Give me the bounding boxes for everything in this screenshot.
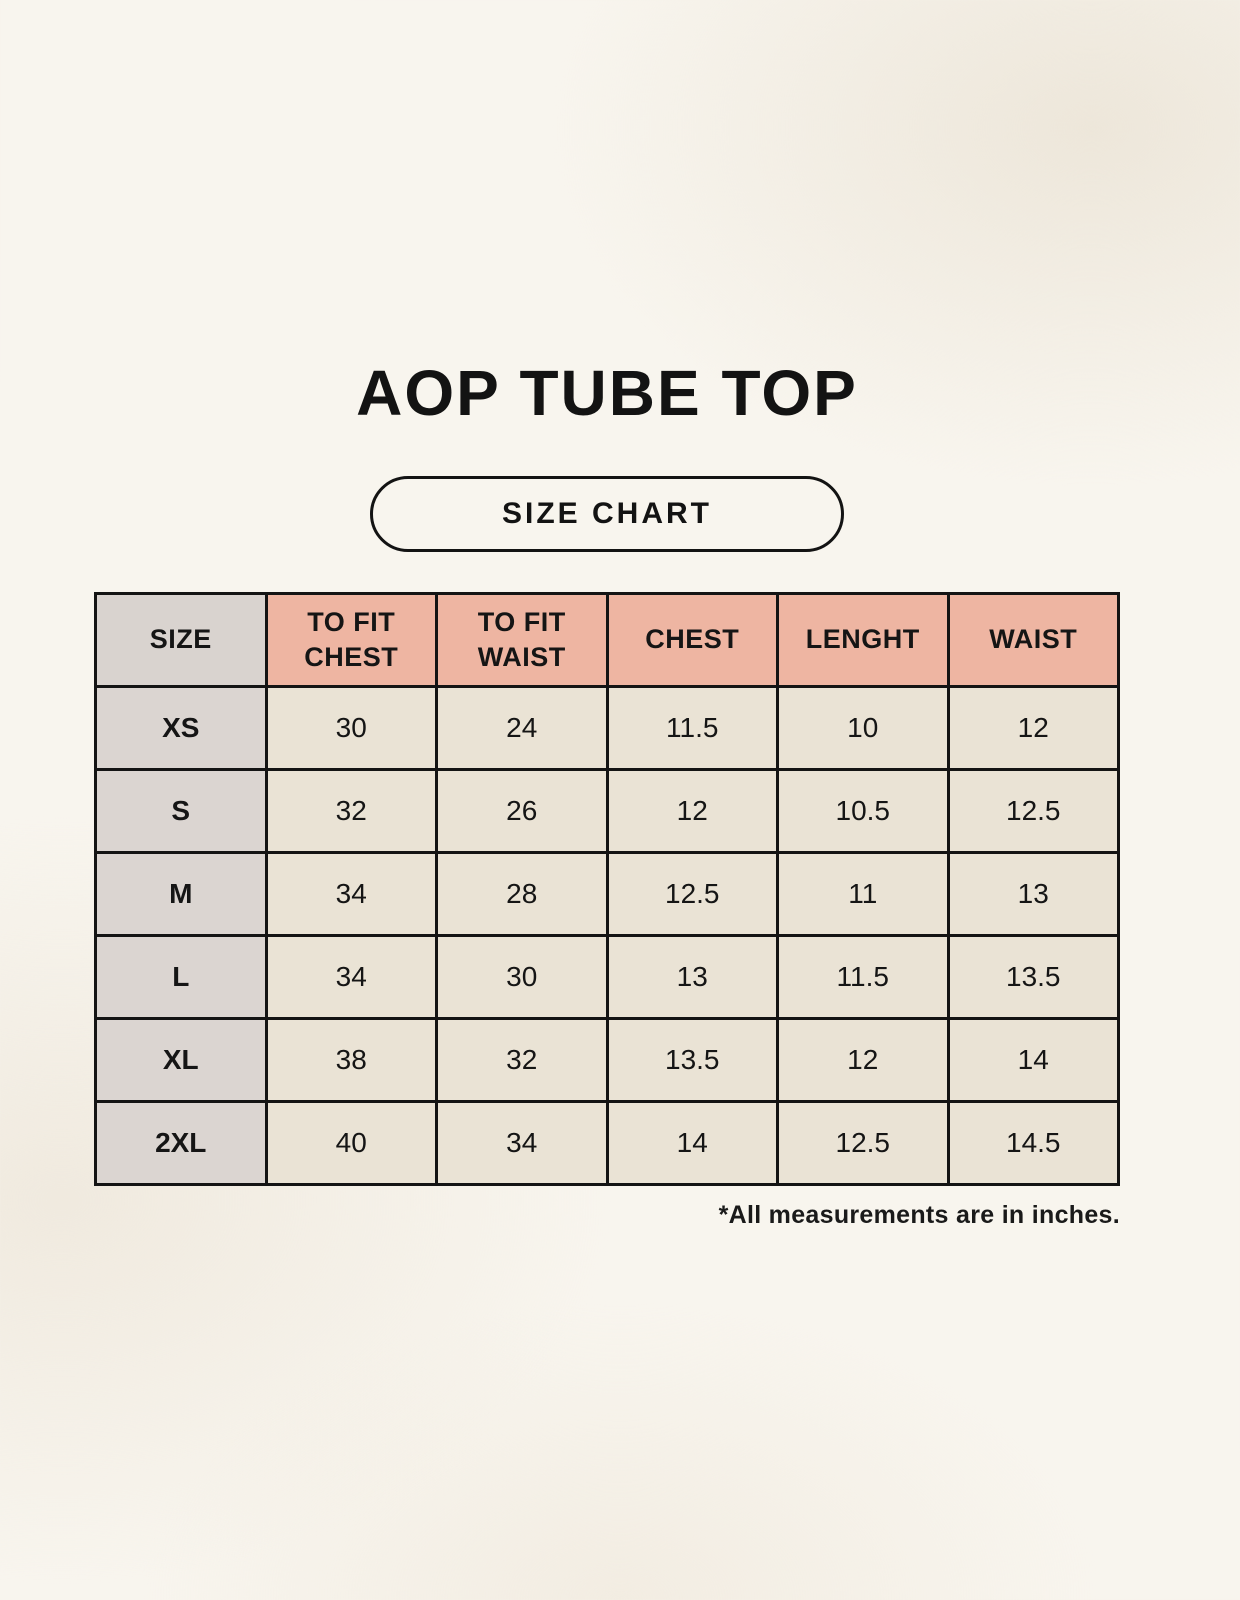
table-row-m: M 34 28 12.5 11 13 [94, 851, 1120, 937]
cell-value: 32 [264, 768, 438, 854]
cell-value: 14 [946, 1017, 1120, 1103]
cell-value: 28 [435, 851, 609, 937]
cell-value: 13 [605, 934, 779, 1020]
cell-value: 10 [776, 685, 950, 771]
cell-value: 12 [605, 768, 779, 854]
cell-value: 10.5 [776, 768, 950, 854]
header-lenght: LENGHT [776, 592, 950, 688]
cell-value: 13.5 [605, 1017, 779, 1103]
header-size: SIZE [94, 592, 268, 688]
page-title: AOP TUBE TOP [356, 357, 858, 429]
cell-value: 12 [776, 1017, 950, 1103]
cell-value: 12.5 [946, 768, 1120, 854]
cell-value: 13 [946, 851, 1120, 937]
cell-value: 34 [264, 851, 438, 937]
cell-value: 12.5 [776, 1100, 950, 1186]
size-label: XS [94, 685, 268, 771]
cell-value: 40 [264, 1100, 438, 1186]
cell-value: 26 [435, 768, 609, 854]
header-to-fit-chest: TO FIT CHEST [264, 592, 438, 688]
table-row-2xl: 2XL 40 34 14 12.5 14.5 [94, 1100, 1120, 1186]
table-row-s: S 32 26 12 10.5 12.5 [94, 768, 1120, 854]
size-chart-table: SIZE TO FIT CHEST TO FIT WAIST CHEST LEN… [94, 592, 1120, 1186]
size-label: S [94, 768, 268, 854]
measurements-footnote: *All measurements are in inches. [718, 1201, 1120, 1229]
size-chart-badge-wrap: SIZE CHART [94, 476, 1120, 552]
cell-value: 32 [435, 1017, 609, 1103]
table-row-xl: XL 38 32 13.5 12 14 [94, 1017, 1120, 1103]
cell-value: 38 [264, 1017, 438, 1103]
size-label: M [94, 851, 268, 937]
cell-value: 11.5 [776, 934, 950, 1020]
table-row-xs: XS 30 24 11.5 10 12 [94, 685, 1120, 771]
size-chart-badge: SIZE CHART [370, 476, 844, 552]
size-label: XL [94, 1017, 268, 1103]
cell-value: 30 [264, 685, 438, 771]
cell-value: 34 [435, 1100, 609, 1186]
cell-value: 11 [776, 851, 950, 937]
size-label: 2XL [94, 1100, 268, 1186]
cell-value: 14 [605, 1100, 779, 1186]
cell-value: 14.5 [946, 1100, 1120, 1186]
table-header-row: SIZE TO FIT CHEST TO FIT WAIST CHEST LEN… [94, 592, 1120, 688]
table-row-l: L 34 30 13 11.5 13.5 [94, 934, 1120, 1020]
cell-value: 12 [946, 685, 1120, 771]
header-waist: WAIST [946, 592, 1120, 688]
header-to-fit-waist: TO FIT WAIST [435, 592, 609, 688]
cell-value: 11.5 [605, 685, 779, 771]
cell-value: 34 [264, 934, 438, 1020]
cell-value: 24 [435, 685, 609, 771]
header-chest: CHEST [605, 592, 779, 688]
cell-value: 12.5 [605, 851, 779, 937]
cell-value: 13.5 [946, 934, 1120, 1020]
cell-value: 30 [435, 934, 609, 1020]
size-chart-sheet: AOP TUBE TOP SIZE CHART SIZE TO FIT CHES… [94, 356, 1120, 1230]
size-label: L [94, 934, 268, 1020]
